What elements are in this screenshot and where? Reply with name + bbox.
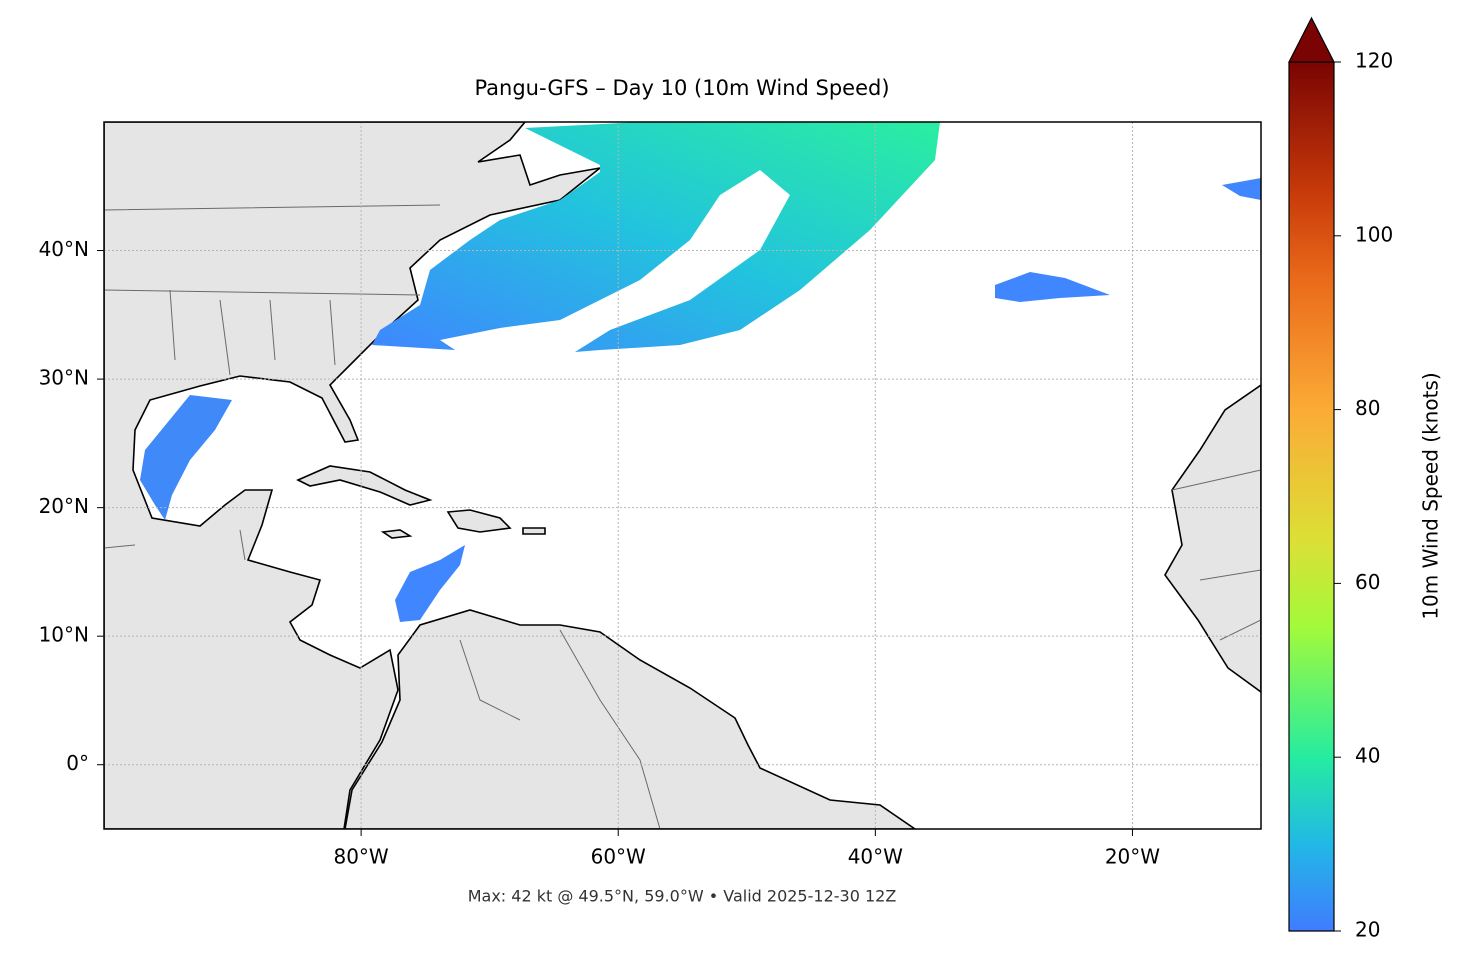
- map-frame: [103, 121, 1262, 830]
- cuba: [296, 465, 433, 506]
- y-tick-label: 40°N: [39, 237, 89, 261]
- colorbar-tick-label: 120: [1355, 49, 1393, 73]
- borders: [104, 204, 1261, 829]
- graticule: [104, 122, 1261, 829]
- colorbar-label: 10m Wind Speed (knots): [1419, 372, 1443, 619]
- wind-region: [372, 122, 940, 352]
- africa: [1164, 384, 1261, 693]
- colorbar-tick-label: 40: [1355, 744, 1380, 768]
- y-tick-label: 10°N: [39, 623, 89, 647]
- y-tick-label: 30°N: [39, 366, 89, 390]
- colorbar-tick-label: 60: [1355, 570, 1380, 594]
- colorbar-tick-label: 80: [1355, 396, 1380, 420]
- hispaniola: [446, 509, 512, 533]
- map-area: [104, 122, 1261, 829]
- x-tick-label: 20°W: [1105, 845, 1160, 869]
- colorbar-extend: [1288, 16, 1335, 63]
- map-footer: Max: 42 kt @ 49.5°N, 59.0°W • Valid 2025…: [468, 887, 897, 906]
- wind-region: [995, 272, 1110, 302]
- colorbar-frame: [1288, 62, 1335, 932]
- wind-region: [395, 545, 465, 622]
- x-tick-label: 80°W: [333, 845, 388, 869]
- y-tick-label: 0°: [66, 751, 89, 775]
- wind-region: [140, 395, 232, 520]
- south-america: [344, 609, 917, 829]
- wind-region: [1222, 178, 1261, 200]
- colorbar-tick-label: 100: [1355, 222, 1393, 246]
- wind-field: [140, 122, 1261, 622]
- y-tick-label: 20°N: [39, 494, 89, 518]
- x-tick-label: 60°W: [591, 845, 646, 869]
- north-america: [104, 122, 601, 829]
- colorbar: [1289, 62, 1334, 931]
- colorbar-tick-label: 20: [1355, 918, 1380, 942]
- jamaica: [380, 529, 413, 539]
- puerto-rico: [522, 527, 546, 535]
- map-title: Pangu-GFS – Day 10 (10m Wind Speed): [474, 76, 889, 100]
- x-tick-label: 40°W: [848, 845, 903, 869]
